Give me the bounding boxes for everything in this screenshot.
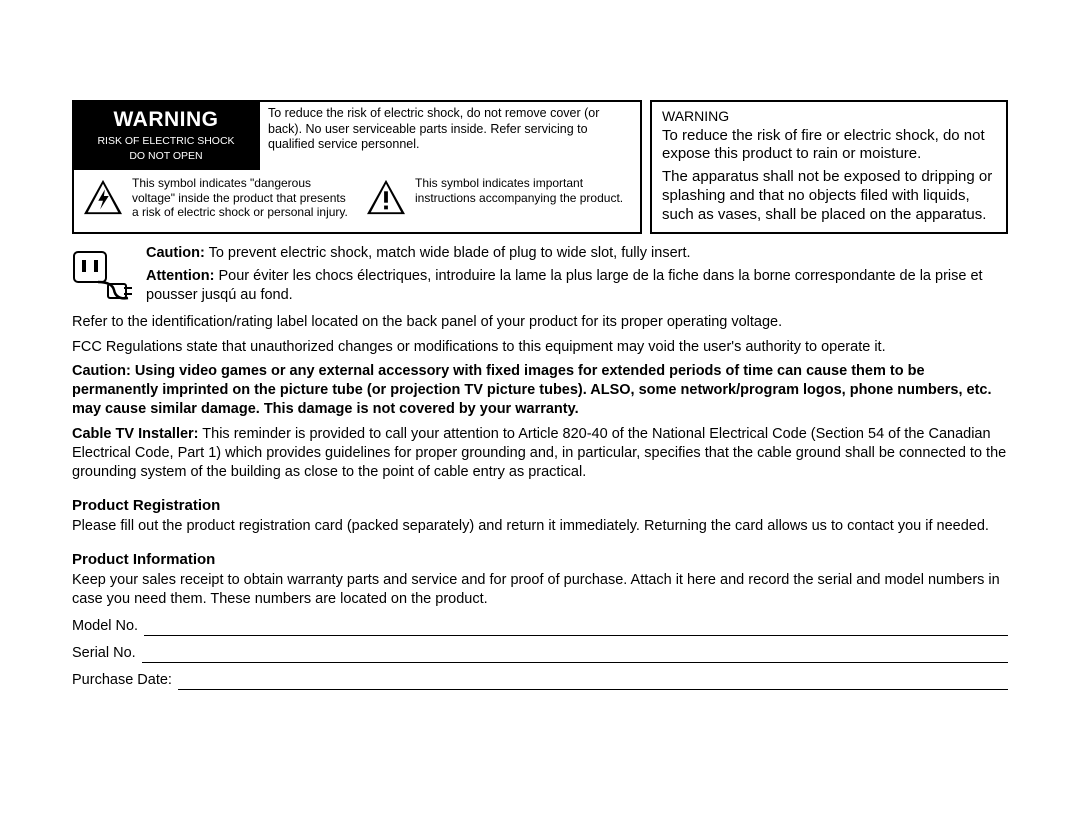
right-warning-p1: To reduce the risk of fire or electric s… [662, 127, 996, 165]
body-p3-bold: Caution: Using video games or any extern… [72, 363, 992, 417]
product-information-head: Product Information [72, 550, 1008, 570]
body-p1: Refer to the identification/rating label… [72, 313, 1008, 332]
warning-box-left: WARNING RISK OF ELECTRIC SHOCK DO NOT OP… [72, 100, 642, 234]
exclamation-symbol-text: This symbol indicates important instruct… [415, 176, 632, 205]
body-p2: FCC Regulations state that unauthorized … [72, 338, 1008, 357]
warning-subtitle-1: RISK OF ELECTRIC SHOCK [80, 135, 252, 148]
body-p4: Cable TV Installer: This reminder is pro… [72, 425, 1008, 482]
warning-reduce-risk-text: To reduce the risk of electric shock, do… [260, 102, 640, 170]
attention-text: Pour éviter les chocs électriques, intro… [146, 268, 983, 303]
product-information-text: Keep your sales receipt to obtain warran… [72, 571, 1008, 609]
product-registration-text: Please fill out the product registration… [72, 517, 1008, 536]
serial-no-label: Serial No. [72, 644, 136, 663]
serial-no-row: Serial No. [72, 644, 1008, 663]
caution-line: Caution: To prevent electric shock, matc… [146, 244, 1008, 263]
attention-line: Attention: Pour éviter les chocs électri… [146, 267, 1008, 305]
bolt-symbol-text: This symbol indicates "dangerous voltage… [132, 176, 349, 219]
product-registration-head: Product Registration [72, 496, 1008, 516]
body-p3: Caution: Using video games or any extern… [72, 362, 1008, 419]
model-no-label: Model No. [72, 617, 138, 636]
right-warning-p2: The apparatus shall not be exposed to dr… [662, 168, 996, 224]
bolt-symbol-cell: This symbol indicates "dangerous voltage… [74, 170, 357, 229]
warning-title: WARNING [80, 106, 252, 133]
caution-label: Caution: [146, 245, 205, 261]
caution-text: To prevent electric shock, match wide bl… [205, 245, 691, 261]
bolt-triangle-icon [82, 178, 124, 216]
serial-no-line[interactable] [142, 649, 1008, 663]
top-warning-row: WARNING RISK OF ELECTRIC SHOCK DO NOT OP… [72, 100, 1008, 234]
warning-subtitle-2: DO NOT OPEN [80, 150, 252, 163]
model-no-row: Model No. [72, 617, 1008, 636]
exclamation-symbol-cell: This symbol indicates important instruct… [357, 170, 640, 229]
purchase-date-line[interactable] [178, 676, 1008, 690]
warning-box-right: WARNING To reduce the risk of fire or el… [650, 100, 1008, 234]
exclamation-triangle-icon [365, 178, 407, 216]
warning-symbols-row: This symbol indicates "dangerous voltage… [74, 170, 640, 229]
right-warning-title: WARNING [662, 108, 996, 126]
cable-installer-label: Cable TV Installer: [72, 426, 199, 442]
model-no-line[interactable] [144, 622, 1008, 636]
purchase-date-label: Purchase Date: [72, 671, 172, 690]
warning-black-label: WARNING RISK OF ELECTRIC SHOCK DO NOT OP… [74, 102, 260, 170]
plug-caution-row: Caution: To prevent electric shock, matc… [72, 244, 1008, 305]
purchase-date-row: Purchase Date: [72, 671, 1008, 690]
cable-installer-text: This reminder is provided to call your a… [72, 426, 1006, 480]
plug-icon [72, 246, 134, 304]
attention-label: Attention: [146, 268, 214, 284]
plug-text-block: Caution: To prevent electric shock, matc… [146, 244, 1008, 305]
warning-box-top-row: WARNING RISK OF ELECTRIC SHOCK DO NOT OP… [74, 102, 640, 170]
